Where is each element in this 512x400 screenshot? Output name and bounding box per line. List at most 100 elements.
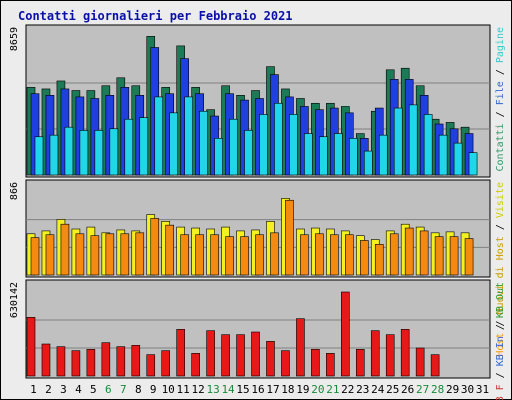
bar-kb-f xyxy=(385,334,395,377)
bar-host xyxy=(449,236,459,276)
panel-middle: 866 Host / Nuovi di Host / Visite xyxy=(9,179,506,357)
x-tick-label: 14 xyxy=(221,383,235,396)
x-tick-label: 15 xyxy=(236,383,249,396)
bar-host xyxy=(270,232,279,276)
x-tick-label: 2 xyxy=(45,383,52,396)
x-tick-label: 6 xyxy=(105,383,112,396)
bar-kb-f xyxy=(341,291,350,377)
bar-pagine xyxy=(154,96,164,176)
bar-kb-f xyxy=(400,329,410,377)
bar-kb-f xyxy=(311,349,320,377)
x-tick-label: 10 xyxy=(162,383,175,396)
bar-pagine xyxy=(453,142,463,176)
bar-kb-f xyxy=(221,334,230,377)
x-tick-label: 30 xyxy=(461,383,474,396)
bar-pagine xyxy=(244,130,253,176)
legend: Contatti / File / Pagine xyxy=(495,27,506,172)
x-tick-label: 7 xyxy=(120,383,127,396)
bar-host xyxy=(105,233,115,276)
bar-pagine xyxy=(169,112,179,176)
x-tick-label: 4 xyxy=(75,383,82,396)
bar-host xyxy=(240,236,249,276)
bar-kb-f xyxy=(415,347,425,377)
x-tick-label: 16 xyxy=(251,383,264,396)
bar-kb-f xyxy=(251,331,260,377)
x-tick-label: 13 xyxy=(206,383,219,396)
bar-kb-f xyxy=(26,317,36,377)
bar-host xyxy=(150,218,160,276)
legend-separator: / xyxy=(495,314,506,332)
bar-pagine xyxy=(438,134,448,176)
bar-pagine xyxy=(423,114,433,176)
x-tick-label: 31 xyxy=(476,383,489,396)
bar-kb-f xyxy=(430,354,440,377)
bar-kb-f xyxy=(116,346,126,377)
bar-pagine xyxy=(109,128,119,176)
bar-kb-f xyxy=(86,349,96,377)
legend-entry: KB Out xyxy=(495,282,506,318)
legend-entry: Visite xyxy=(495,182,506,218)
bar-host xyxy=(285,199,294,276)
x-tick-label: 9 xyxy=(150,383,157,396)
bar-pagine xyxy=(139,117,149,176)
bar-host xyxy=(120,233,130,276)
bar-host xyxy=(330,234,339,276)
bar-pagine xyxy=(334,133,343,176)
legend-entry: KB F xyxy=(495,384,506,400)
bar-kb-f xyxy=(41,343,51,377)
x-tick-label: 27 xyxy=(416,383,429,396)
y-max-label: 8659 xyxy=(9,27,20,51)
x-tick-label: 19 xyxy=(296,383,309,396)
bar-kb-f xyxy=(71,350,81,377)
bar-kb-f xyxy=(281,350,290,377)
legend-entry: Host xyxy=(495,333,506,357)
bar-host xyxy=(165,224,175,276)
bar-pagine xyxy=(124,118,134,176)
legend-entry: Pagine xyxy=(495,27,506,63)
bar-kb-f xyxy=(101,342,111,377)
legend-entry: Contatti xyxy=(495,123,506,171)
legend: KB F / KB In / KB Out xyxy=(495,282,506,400)
bar-pagine xyxy=(199,110,208,176)
x-tick-label: 1 xyxy=(30,383,37,396)
bar-host xyxy=(345,234,354,276)
bar-host xyxy=(75,233,85,276)
bar-pagine xyxy=(363,150,373,176)
bar-pagine xyxy=(49,134,59,176)
bar-pagine xyxy=(393,107,403,176)
bar-kb-f xyxy=(296,318,305,377)
legend-separator: / xyxy=(495,218,506,236)
bar-host xyxy=(135,232,145,276)
bar-host xyxy=(30,237,40,276)
bar-pagine xyxy=(319,136,328,176)
bar-pagine xyxy=(289,114,298,176)
bar-pagine xyxy=(214,138,223,176)
bar-kb-f xyxy=(146,354,156,377)
bar-pagine xyxy=(378,134,388,176)
x-tick-label: 25 xyxy=(386,383,399,396)
bar-pagine xyxy=(229,118,238,176)
legend-separator: / xyxy=(495,63,506,81)
x-tick-label: 21 xyxy=(326,383,339,396)
bar-pagine xyxy=(79,130,89,176)
bar-pagine xyxy=(468,152,478,176)
bar-host xyxy=(210,234,219,276)
bar-host xyxy=(300,234,309,276)
bar-kb-f xyxy=(370,330,380,377)
bar-kb-f xyxy=(266,341,275,377)
bar-kb-f xyxy=(191,353,200,377)
x-tick-label: 11 xyxy=(177,383,190,396)
bar-pagine xyxy=(34,136,44,176)
legend-entry: File xyxy=(495,81,506,105)
legend-entry: KB In xyxy=(495,336,506,366)
bar-host xyxy=(419,230,429,276)
bar-host xyxy=(315,233,324,276)
bar-host xyxy=(389,233,399,276)
bar-kb-f xyxy=(355,349,365,377)
chart-title: Contatti giornalieri per Febbraio 2021 xyxy=(18,9,293,23)
bar-host xyxy=(464,238,474,276)
bar-host xyxy=(225,236,234,276)
x-tick-label: 5 xyxy=(90,383,97,396)
x-tick-label: 23 xyxy=(356,383,369,396)
